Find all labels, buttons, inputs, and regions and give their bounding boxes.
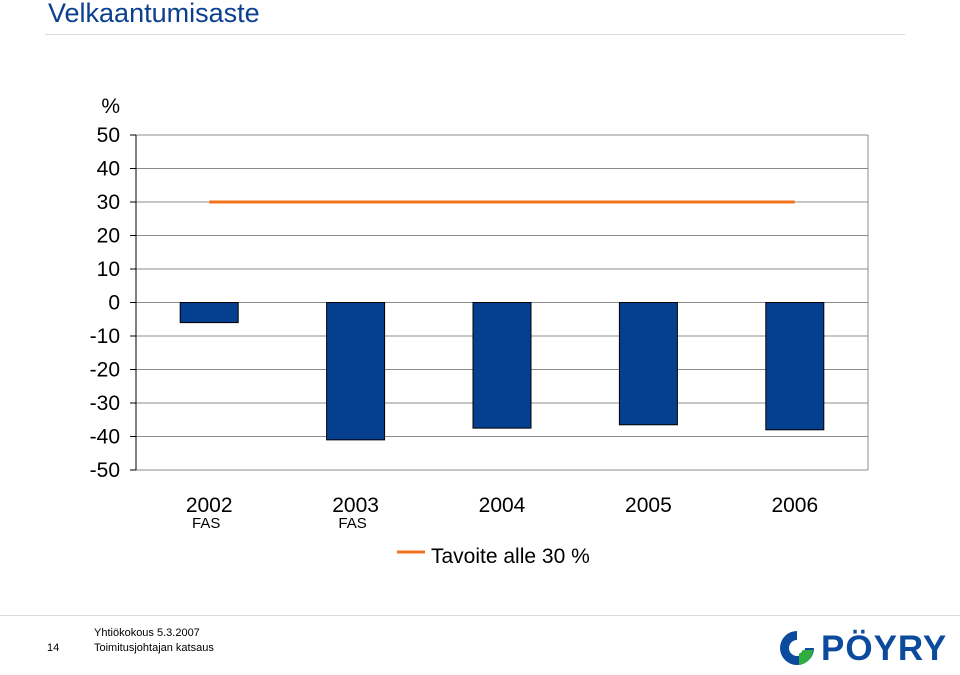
bar-2002	[179, 302, 239, 324]
footer-event: Yhtiökokous 5.3.2007	[94, 627, 200, 639]
y-tick-label: 30	[97, 191, 120, 214]
poyry-logo: PÖYRY	[775, 628, 955, 672]
y-tick-label: -40	[90, 426, 120, 449]
legend: Tavoite alle 30 %	[397, 545, 590, 568]
axes	[130, 134, 869, 471]
debt-ratio-chart: 50403020100-10-20-30-40-50%2002FAS2003FA…	[90, 95, 869, 568]
bar-2004	[472, 302, 532, 429]
x-tick-label: 2002	[186, 494, 233, 517]
x-tick-label: 2004	[479, 494, 526, 517]
y-tick-label: -30	[90, 392, 120, 415]
footer-divider	[0, 615, 960, 616]
y-tick-label: -10	[90, 325, 120, 348]
x-tick-label: 2006	[771, 494, 818, 517]
x-tick-sublabel: FAS	[192, 515, 220, 532]
x-tick-label: 2005	[625, 494, 672, 517]
poyry-swirl-icon	[780, 631, 814, 665]
page-number: 14	[47, 642, 60, 654]
x-tick-sublabel: FAS	[338, 515, 366, 532]
bar-2005	[618, 302, 678, 426]
y-axis-unit-label: %	[101, 95, 120, 118]
y-tick-label: -50	[90, 459, 120, 482]
axis-labels: 50403020100-10-20-30-40-50%2002FAS2003FA…	[90, 95, 819, 532]
y-tick-label: 50	[97, 124, 120, 147]
y-tick-label: 0	[108, 292, 120, 315]
slide-title: Velkaantumisaste	[48, 0, 260, 28]
footer-subtitle: Toimitusjohtajan katsaus	[94, 642, 214, 654]
title-divider	[45, 34, 905, 35]
y-tick-label: 40	[97, 158, 120, 181]
x-tick-label: 2003	[332, 494, 379, 517]
legend-label-target: Tavoite alle 30 %	[431, 545, 590, 568]
y-tick-label: 20	[97, 225, 120, 248]
y-tick-label: 10	[97, 258, 120, 281]
bar-series	[179, 302, 825, 441]
bar-2006	[765, 302, 825, 431]
y-tick-label: -20	[90, 359, 120, 382]
logo-wordmark: PÖYRY	[821, 629, 948, 668]
bar-2003	[326, 302, 386, 441]
